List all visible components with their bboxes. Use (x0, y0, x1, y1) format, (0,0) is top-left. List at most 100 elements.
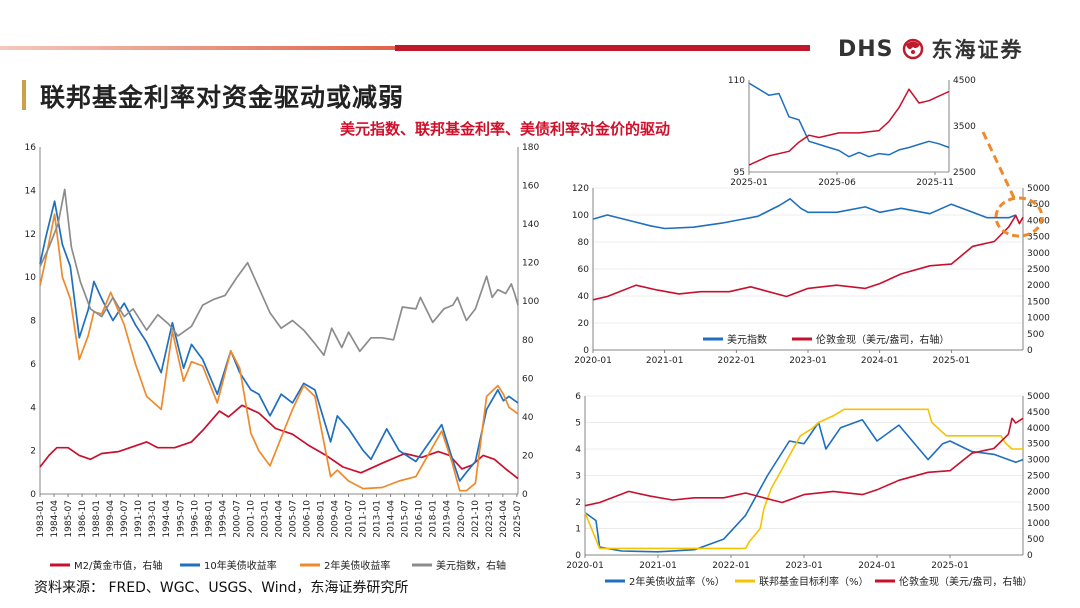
right-bottom-chart: 0 1 2 3 4 5 6 0 500 1000 1500 2000 2500 3000 3500 4000 4… (566, 392, 1050, 588)
x-tick-label: 1986-10 (78, 500, 88, 538)
y2-tick-label: 4500 (1027, 408, 1050, 418)
x-tick-label: 1996-10 (190, 500, 200, 538)
header-bar-red (395, 45, 810, 51)
legend-label: 联邦基金目标利率（%） (759, 575, 869, 588)
series-line-red (39, 404, 519, 480)
x-tick-label: 2025-06 (818, 178, 856, 188)
y-tick-label: 14 (25, 186, 37, 196)
x-tick-label: 2025-01 (933, 356, 971, 366)
legend-label: 伦敦金现（美元/盎司，右轴） (899, 575, 1032, 588)
x-tick-label: 1984-04 (50, 500, 60, 538)
legend-label: 美元指数，右轴 (436, 559, 506, 572)
title-accent (22, 80, 26, 110)
y2-tick-label: 2500 (953, 168, 976, 178)
x-tick-label: 1983-01 (36, 500, 46, 538)
x-tick-label: 2022-01 (712, 561, 750, 571)
x-tick-label: 2005-07 (288, 500, 298, 538)
x-tick-label: 2021-01 (646, 356, 684, 366)
y2-tick-label: 3500 (953, 122, 976, 132)
x-tick-label: 1995-07 (176, 500, 186, 538)
x-tick-label: 1998-01 (204, 500, 214, 538)
x-tick-label: 2011-10 (359, 500, 369, 538)
y2-tick-label: 20 (522, 451, 534, 461)
x-tick-label: 2020-07 (457, 500, 467, 538)
x-tick-label: 2025-01 (730, 178, 768, 188)
y-tick-label: 4 (575, 445, 581, 455)
y-tick-label: 1 (575, 525, 581, 535)
x-tick-label: 1990-07 (120, 500, 130, 538)
x-tick-label: 1999-04 (218, 500, 228, 538)
x-tick-label: 1994-04 (162, 500, 172, 538)
y-tick-label: 12 (25, 230, 36, 240)
y2-tick-label: 2500 (1027, 472, 1050, 482)
y2-tick-label: 0 (1027, 551, 1033, 561)
left-chart: 0246810121416020406080100120140160180198… (25, 143, 540, 572)
x-tick-label: 2024-01 (858, 561, 896, 571)
x-tick-label: 2016-10 (415, 500, 425, 538)
x-tick-label: 2023-01 (485, 500, 495, 538)
legend-label: 2年美债收益率（%） (629, 575, 725, 588)
y2-tick-label: 5000 (1027, 184, 1050, 194)
y-tick-label: 80 (578, 238, 590, 248)
y-tick-label: 6 (575, 392, 581, 402)
legend-label: 伦敦金现（美元/盎司，右轴） (816, 333, 949, 346)
y2-tick-label: 1000 (1027, 314, 1050, 324)
y2-tick-label: 0 (522, 490, 528, 500)
y-tick-label: 120 (572, 184, 589, 194)
series-line-yellow (584, 408, 1023, 550)
y2-tick-label: 4000 (1027, 216, 1050, 226)
legend-label: 10年美债收益率 (204, 559, 277, 572)
y2-tick-label: 3000 (1027, 249, 1050, 259)
x-tick-label: 1993-01 (148, 500, 158, 538)
y2-tick-label: 3500 (1027, 440, 1050, 450)
y-tick-label: 5 (575, 419, 581, 429)
x-tick-label: 2008-01 (317, 500, 327, 538)
y-tick-label: 110 (728, 76, 745, 86)
inset-chart: 95 110 2500 3500 4500 2025-01 2025-06 2025-11 (728, 76, 976, 188)
y-tick-label: 100 (572, 211, 589, 221)
y2-tick-label: 5000 (1027, 392, 1050, 402)
x-tick-label: 2024-01 (861, 356, 899, 366)
x-tick-label: 2025-01 (931, 561, 969, 571)
y2-tick-label: 40 (522, 413, 534, 423)
y-tick-label: 0 (575, 551, 581, 561)
page-title: 联邦基金利率对资金驱动或减弱 (40, 83, 405, 112)
y-tick-label: 2 (30, 447, 36, 457)
y-tick-label: 40 (578, 292, 590, 302)
x-tick-label: 2020-01 (574, 356, 612, 366)
x-tick-label: 1985-07 (64, 500, 74, 538)
series-line-red (748, 88, 950, 166)
brand-en: DHS (838, 36, 894, 62)
legend-label: M2/黄金市值，右轴 (74, 559, 162, 572)
x-tick-label: 2019-04 (443, 500, 453, 538)
y-tick-label: 60 (578, 265, 590, 275)
x-tick-label: 1991-10 (134, 500, 144, 538)
y-tick-label: 0 (30, 490, 36, 500)
source-note: 资料来源： FRED、WGC、USGS、Wind，东海证券研究所 (34, 580, 409, 596)
y2-tick-label: 4000 (1027, 424, 1050, 434)
y-tick-label: 8 (30, 317, 36, 327)
y-tick-label: 95 (734, 168, 745, 178)
y2-tick-label: 2500 (1027, 265, 1050, 275)
x-tick-label: 2020-01 (566, 561, 604, 571)
brand-cn: 东海证券 (931, 37, 1024, 62)
x-tick-label: 2004-04 (274, 500, 284, 538)
y-tick-label: 3 (575, 472, 581, 482)
y2-tick-label: 140 (522, 220, 539, 230)
series-line-blue (584, 418, 1024, 553)
y-tick-label: 2 (575, 498, 581, 508)
y2-tick-label: 1000 (1027, 519, 1050, 529)
x-tick-label: 2000-07 (232, 500, 242, 538)
y2-tick-label: 500 (1027, 330, 1044, 340)
y2-tick-label: 80 (522, 336, 534, 346)
x-tick-label: 2021-01 (639, 561, 677, 571)
y2-tick-label: 2000 (1027, 281, 1050, 291)
y2-tick-label: 3500 (1027, 233, 1050, 243)
y2-tick-label: 160 (522, 182, 539, 192)
series-line-orange (39, 213, 519, 492)
x-tick-label: 2018-01 (429, 500, 439, 538)
dragon-icon (902, 38, 923, 60)
series-line-blue (592, 197, 1017, 230)
x-tick-label: 2001-10 (246, 500, 256, 538)
y2-tick-label: 2000 (1027, 487, 1050, 497)
